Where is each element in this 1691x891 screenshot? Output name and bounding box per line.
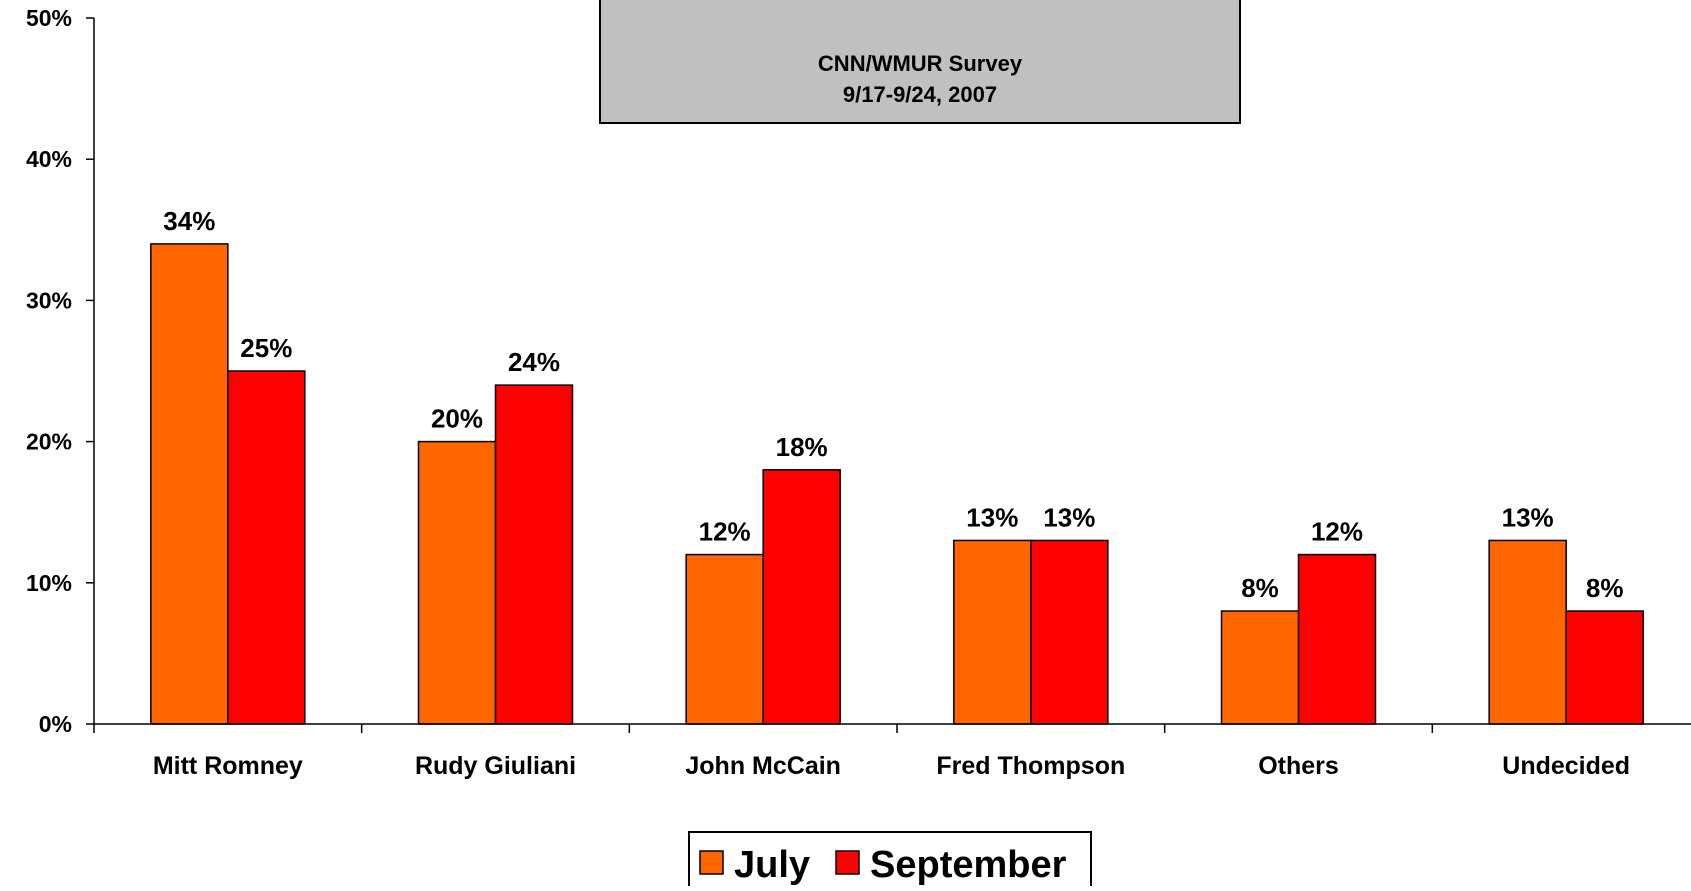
bar-july (150, 243, 229, 725)
data-label-september: 13% (1043, 502, 1095, 532)
x-tick-label: Others (1258, 752, 1339, 780)
bar-july (1220, 610, 1300, 725)
bar-september (494, 384, 574, 725)
x-tick-label: Fred Thompson (936, 752, 1125, 780)
data-label-september: 12% (1311, 517, 1363, 547)
bar-september (1565, 610, 1644, 725)
legend-swatch-september (835, 850, 860, 875)
y-tick-label: 50% (26, 5, 72, 31)
bar-september (1297, 553, 1377, 725)
bar-july (953, 539, 1032, 725)
bar-september (1030, 539, 1109, 725)
data-label-july: 20% (431, 404, 483, 434)
data-label-september: 25% (240, 333, 292, 363)
data-label-september: 18% (776, 432, 828, 462)
legend-box (688, 831, 1092, 891)
legend-label-september: September (870, 844, 1067, 886)
survey-note-line2: 9/17-9/24, 2007 (843, 82, 997, 107)
bar-july (685, 553, 764, 725)
data-label-september: 24% (508, 347, 560, 377)
legend: July September (688, 831, 1092, 891)
legend-swatch-july (699, 850, 724, 875)
y-tick-label: 10% (26, 570, 72, 596)
legend-label-july: July (734, 844, 810, 886)
x-tick-label: Rudy Giuliani (415, 752, 576, 780)
y-tick-label: 20% (26, 429, 72, 455)
bar-july (1488, 539, 1567, 725)
data-label-september: 8% (1586, 573, 1624, 603)
data-label-july: 13% (1502, 502, 1554, 532)
survey-note-line1: CNN/WMUR Survey (818, 51, 1023, 76)
bar-september (227, 370, 306, 725)
bar-september (762, 469, 841, 725)
y-tick-label: 0% (39, 711, 72, 737)
x-tick-label: Mitt Romney (153, 752, 303, 780)
y-tick-label: 30% (26, 287, 72, 313)
x-tick-label: Undecided (1502, 752, 1630, 780)
survey-note-box: CNN/WMUR Survey 9/17-9/24, 2007 (599, 0, 1241, 124)
bar-july (417, 440, 497, 725)
data-label-july: 8% (1241, 573, 1279, 603)
y-tick-label: 40% (26, 146, 72, 172)
data-label-july: 12% (699, 517, 751, 547)
data-label-july: 13% (966, 502, 1018, 532)
data-label-july: 34% (163, 206, 215, 236)
x-tick-label: John McCain (685, 752, 841, 780)
